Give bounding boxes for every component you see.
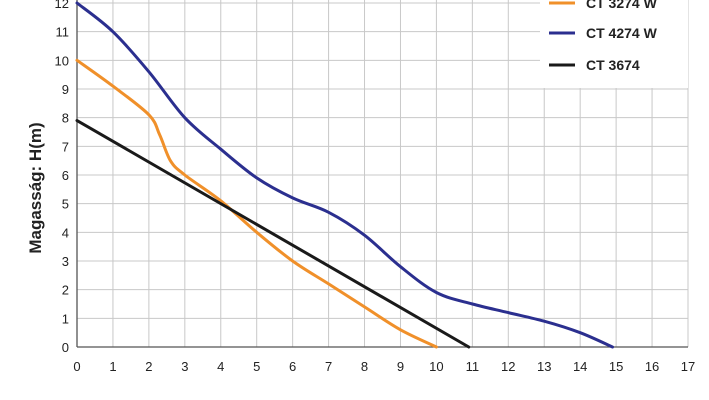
series-line-ct-4274-w [75,1,614,349]
x-tick-label: 15 [609,359,623,374]
y-tick-label: 0 [62,340,69,355]
y-tick-label: 1 [62,311,69,326]
series-line-ct-3274-w [75,58,438,349]
y-tick-label: 12 [55,0,69,11]
x-tick-label: 6 [289,359,296,374]
y-tick-label: 3 [62,254,69,269]
legend-label-ct-4274-w: CT 4274 W [586,25,658,41]
legend: CT 3274 W CT 4274 W CT 3674 [540,0,688,88]
axes: 0 1 2 3 4 5 6 7 8 9 10 11 12 13 14 15 16 1701234567891011… [55,0,695,374]
series-line-ct-3674 [75,119,471,349]
y-tick-label: 5 [62,197,69,212]
x-tick-label: 3 [181,359,188,374]
x-tick-label: 12 [501,359,515,374]
y-tick-label: 10 [55,53,69,68]
x-tick-label: 8 [361,359,368,374]
x-tick-label: 13 [537,359,551,374]
x-tick-label: 1 [109,359,116,374]
y-tick-label: 8 [62,111,69,126]
x-tick-label: 11 [466,359,480,374]
x-tick-label: 0 [73,359,80,374]
legend-box [540,0,688,88]
y-tick-label: 11 [56,25,70,40]
x-tick-label: 17 [681,359,695,374]
legend-label-ct-3274-w: CT 3274 W [586,0,658,11]
x-tick-label: 5 [253,359,260,374]
y-tick-label: 2 [62,283,69,298]
x-tick-label: 9 [397,359,404,374]
y-tick-label: 7 [62,139,69,154]
x-tick-label: 4 [217,359,224,374]
series-lines [75,1,614,349]
y-tick-label: 6 [62,168,69,183]
x-tick-label: 7 [325,359,332,374]
y-tick-label: 4 [62,225,69,240]
x-tick-label: 14 [573,359,587,374]
x-tick-label: 10 [429,359,443,374]
x-tick-label: 16 [645,359,659,374]
y-axis-label: Magasság: H(m) [26,122,45,253]
x-tick-label: 2 [145,359,152,374]
y-tick-label: 9 [62,82,69,97]
legend-label-ct-3674: CT 3674 [586,57,640,73]
